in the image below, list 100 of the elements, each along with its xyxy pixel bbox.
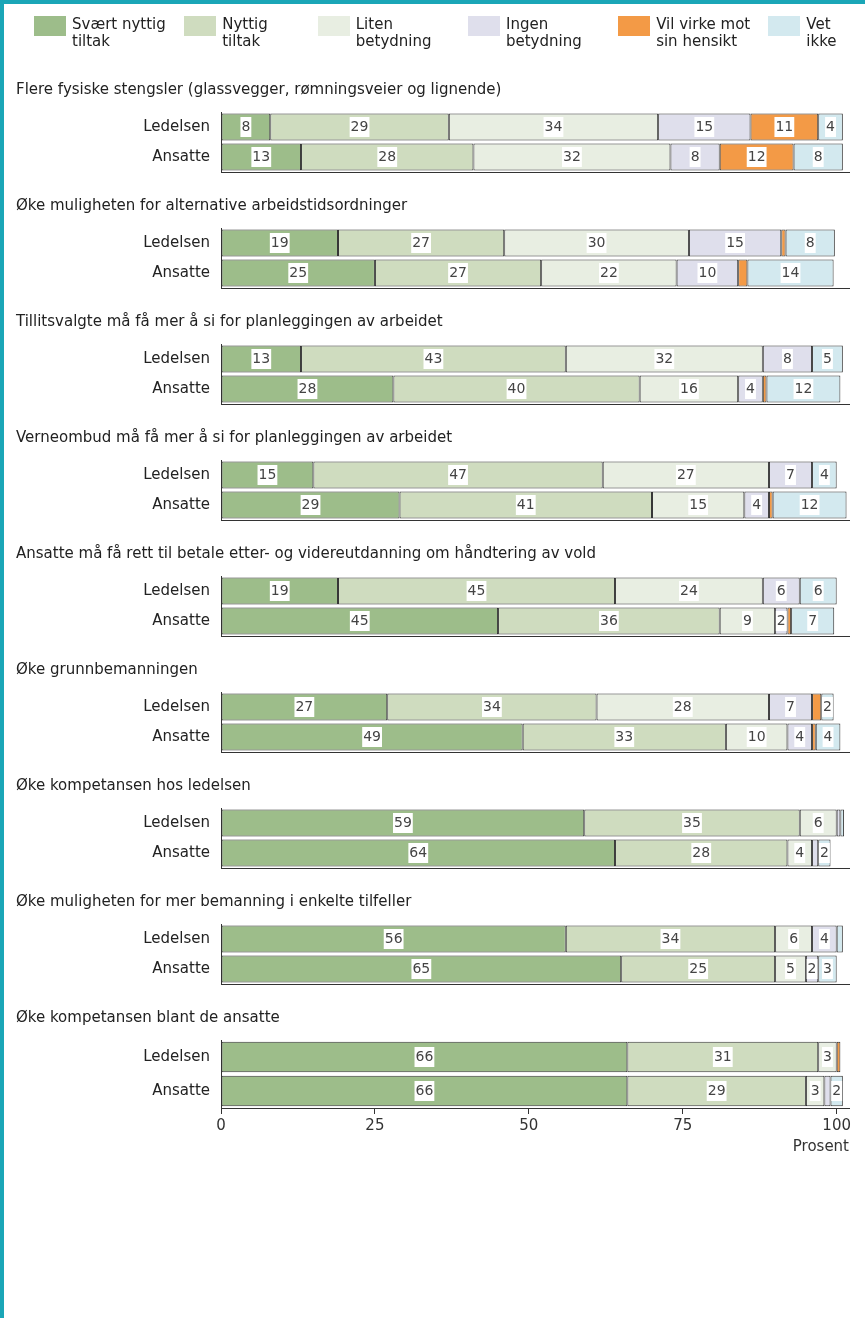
data-label: 3 <box>810 1081 820 1098</box>
data-label: 24 <box>680 581 698 598</box>
data-label: 40 <box>507 379 526 396</box>
data-label: 8 <box>782 349 792 366</box>
data-label: 66 <box>415 1081 434 1098</box>
data-label: 13 <box>252 349 271 366</box>
legend-label: Vet ikke <box>806 15 838 50</box>
data-label: 12 <box>794 379 813 396</box>
data-label: 9 <box>742 611 752 628</box>
chart-title: Verneombud må få mer å si for planleggingen av arbeidet <box>16 427 454 448</box>
chart-title: Øke kompetansen blant de ansatte <box>16 1007 281 1028</box>
data-label: 27 <box>676 465 695 482</box>
data-label: 19 <box>270 581 289 598</box>
data-label: 47 <box>449 465 467 482</box>
data-label: 2 <box>832 1081 842 1098</box>
chart-title: Øke kompetansen hos ledelsen <box>16 775 252 796</box>
chart-title: Øke muligheten for mer bemanning i enkelte tilfeller <box>16 891 413 912</box>
data-label: 6 <box>813 581 823 598</box>
data-label: 7 <box>786 465 795 482</box>
data-label: 8 <box>813 147 823 164</box>
data-label: 2 <box>822 697 832 714</box>
data-label: 5 <box>786 959 795 976</box>
data-label: 6 <box>789 929 799 946</box>
chart-title: Tillitsvalgte må få mer å si for planleggingen av arbeidet <box>16 311 444 332</box>
legend-label: Liten betydning <box>355 15 433 50</box>
data-label: 29 <box>301 495 320 512</box>
chart-title: Flere fysiske stengsler (glassvegger, rømningsveier og lignende) <box>16 79 503 100</box>
data-label: 28 <box>298 379 317 396</box>
y-tick-label: Ansatte <box>152 146 210 165</box>
data-label: 22 <box>599 263 618 280</box>
chart-title: Øke muligheten for alternative arbeidstidsordninger <box>16 195 409 216</box>
data-label: 8 <box>241 117 251 134</box>
data-label: 7 <box>786 697 795 714</box>
data-label: 49 <box>363 727 382 744</box>
y-tick-label: Ledelsen <box>143 232 210 251</box>
data-label: 32 <box>655 349 674 366</box>
data-label: 6 <box>813 813 823 830</box>
data-label: 10 <box>747 727 766 744</box>
chart-title: Øke grunnbemanningen <box>16 659 199 680</box>
data-label: 32 <box>563 147 581 164</box>
chart-title: Ansatte må få rett til betale etter- og videreutdanning om håndtering av vold <box>16 543 598 564</box>
data-label: 34 <box>661 929 680 946</box>
data-label: 4 <box>826 117 836 134</box>
data-label: 27 <box>295 697 314 714</box>
data-label: 27 <box>412 233 431 250</box>
data-label: 3 <box>822 959 832 976</box>
data-label: 6 <box>776 581 786 598</box>
data-label: 14 <box>781 263 800 280</box>
y-tick-label: Ledelsen <box>143 116 210 135</box>
data-label: 29 <box>707 1081 726 1098</box>
data-label: 65 <box>412 959 431 976</box>
data-label: 5 <box>822 349 832 366</box>
data-label: 4 <box>795 727 805 744</box>
data-label: 12 <box>800 495 819 512</box>
legend-label: Svært nyttig tiltak <box>72 15 167 50</box>
data-label: 10 <box>698 263 717 280</box>
y-tick-label: Ledelsen <box>143 928 210 947</box>
x-tick-label: 0 <box>216 1115 226 1134</box>
x-axis-title: Prosent <box>792 1136 850 1155</box>
y-tick-label: Ansatte <box>152 842 210 861</box>
data-label: 4 <box>819 465 829 482</box>
data-label: 28 <box>378 147 397 164</box>
data-label: 64 <box>409 843 428 860</box>
data-label: 28 <box>692 843 711 860</box>
y-tick-label: Ansatte <box>152 1080 210 1099</box>
data-label: 7 <box>808 611 818 628</box>
y-tick-label: Ledelsen <box>143 812 210 831</box>
legend-label: Ingen betydning <box>505 15 583 50</box>
data-label: 59 <box>393 813 412 830</box>
x-tick-label: 50 <box>519 1115 539 1134</box>
data-label: 15 <box>695 117 714 134</box>
data-label: 31 <box>713 1047 732 1064</box>
data-label: 33 <box>615 727 634 744</box>
data-label: 2 <box>819 843 829 860</box>
data-label: 43 <box>424 349 443 366</box>
data-label: 15 <box>258 465 277 482</box>
data-label: 29 <box>350 117 369 134</box>
data-label: 2 <box>807 959 817 976</box>
data-label: 36 <box>599 611 618 628</box>
data-label: 34 <box>482 697 501 714</box>
y-tick-label: Ansatte <box>152 726 210 745</box>
data-label: 66 <box>415 1047 434 1064</box>
data-label: 2 <box>776 611 786 628</box>
data-label: 41 <box>516 495 535 512</box>
y-tick-label: Ansatte <box>152 958 210 977</box>
data-label: 4 <box>746 379 756 396</box>
data-label: 4 <box>752 495 762 512</box>
data-label: 35 <box>683 813 701 830</box>
data-label: 11 <box>775 117 794 134</box>
data-label: 34 <box>544 117 563 134</box>
x-tick-label: 75 <box>673 1115 693 1134</box>
data-label: 56 <box>384 929 403 946</box>
x-tick-label: 100 <box>822 1115 852 1134</box>
y-tick-label: Ledelsen <box>143 1046 210 1065</box>
data-label: 25 <box>689 959 708 976</box>
y-tick-label: Ansatte <box>152 494 210 513</box>
y-tick-label: Ledelsen <box>143 348 210 367</box>
y-tick-label: Ansatte <box>152 262 210 281</box>
data-label: 16 <box>680 379 698 396</box>
legend-label: Nyttig tiltak <box>222 15 269 50</box>
